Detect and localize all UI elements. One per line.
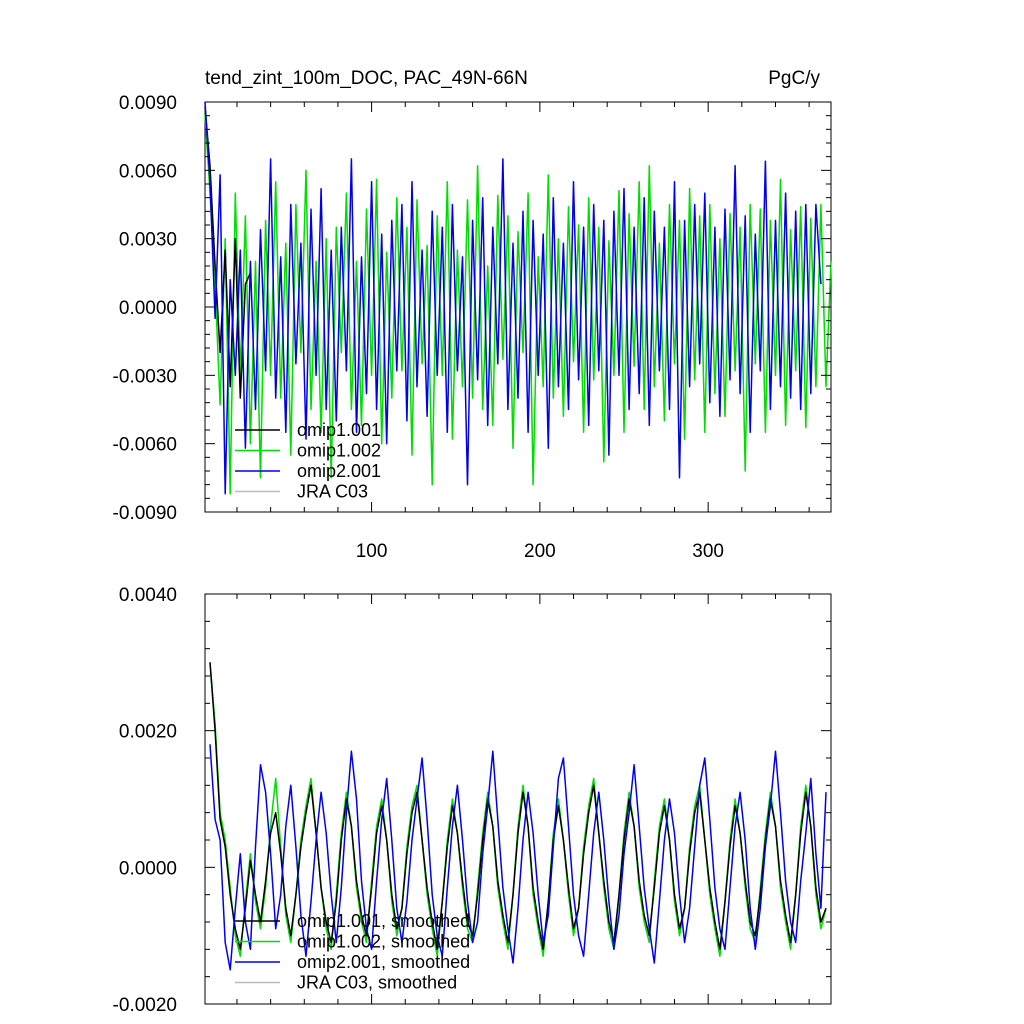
bottom-legend-label: omip2.001, smoothed [297, 952, 470, 972]
bottom-legend-label: omip1.002, smoothed [297, 932, 470, 952]
bottom-y-tick-label: -0.0020 [113, 995, 177, 1016]
top-x-tick-label: 200 [524, 541, 556, 562]
top-y-tick-label: 0.0090 [119, 93, 177, 114]
bottom-y-tick-label: 0.0000 [119, 858, 177, 879]
bottom-series-line-omip2-001-smoothed [209, 744, 827, 971]
bottom-y-axis-ticks: 0.0040 0.0020 0.0000 -0.0020 [113, 585, 831, 1016]
top-y-tick-label: -0.0030 [113, 366, 177, 387]
top-legend-label: omip2.001 [297, 461, 381, 481]
bottom-plot-frame [204, 593, 832, 1005]
top-y-tick-label: -0.0090 [113, 503, 177, 524]
bottom-series-group [209, 662, 827, 971]
bottom-series-line-omip1-001-smoothed [209, 662, 827, 951]
bottom-y-tick-label: 0.0020 [119, 722, 177, 743]
chart-title-right-units: PgC/y [768, 68, 820, 89]
top-panel: tend_zint_100m_DOC, PAC_49N-66N PgC/y 0.… [113, 68, 832, 562]
top-y-axis-ticks: 0.0090 0.0060 0.0030 0.0000 -0.0030 -0.0060 -0… [113, 93, 831, 524]
top-y-tick-label: 0.0060 [119, 161, 177, 182]
chart-title-left: tend_zint_100m_DOC, PAC_49N-66N [205, 68, 528, 89]
top-y-tick-label: -0.0060 [113, 435, 177, 456]
top-x-axis-ticks: 100 200 300 [236, 102, 810, 562]
bottom-legend-label: omip1.001, smoothed [297, 911, 470, 931]
top-y-tick-label: 0.0000 [119, 298, 177, 319]
top-series-line-omip1-002 [204, 113, 832, 495]
bottom-x-axis-ticks [236, 594, 810, 1004]
bottom-y-tick-label: 0.0040 [119, 585, 177, 606]
top-legend-label: omip1.002 [297, 441, 381, 461]
top-x-tick-label: 100 [356, 541, 388, 562]
bottom-legend-label: JRA C03, smoothed [297, 973, 457, 993]
top-y-tick-label: 0.0030 [119, 230, 177, 251]
top-legend-label: JRA C03 [297, 482, 368, 502]
bottom-panel: 0.0040 0.0020 0.0000 -0.0020 omip1.001, smo… [113, 585, 832, 1016]
top-series-line-omip2-001 [204, 101, 822, 495]
top-legend-label: omip1.001 [297, 420, 381, 440]
top-series-group [204, 101, 832, 495]
top-x-tick-label: 300 [692, 541, 724, 562]
